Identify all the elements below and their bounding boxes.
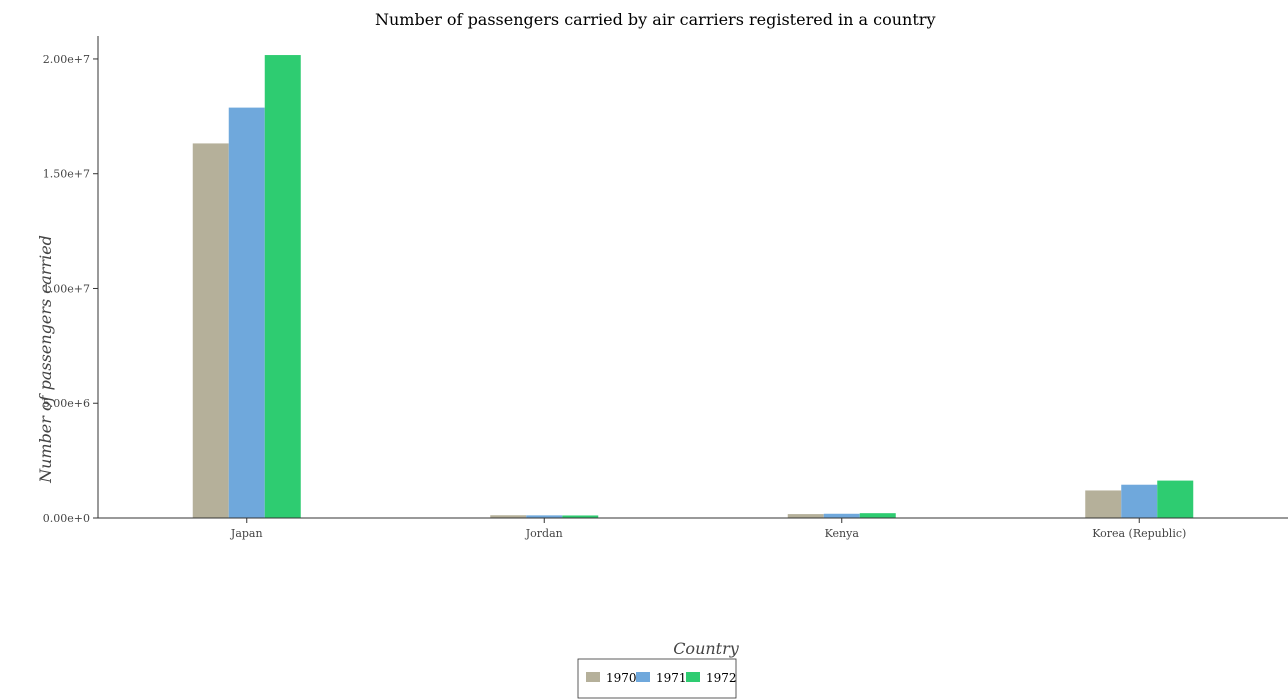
legend-swatch xyxy=(686,672,700,682)
bar-1970-jordan xyxy=(490,515,527,518)
legend-label: 1972 xyxy=(706,671,737,685)
x-tick-label: Korea (Republic) xyxy=(1092,527,1186,540)
legend-label: 1971 xyxy=(656,671,687,685)
x-axis-label: Country xyxy=(673,639,740,658)
bar-1970-kenya xyxy=(787,514,824,518)
bar-1971-kenya xyxy=(823,513,860,518)
x-tick-label: Kenya xyxy=(825,527,860,540)
chart-title: Number of passengers carried by air carr… xyxy=(375,10,935,29)
bar-1972-jordan xyxy=(562,515,599,518)
bar-1971-korea-republic- xyxy=(1121,484,1158,518)
bar-1970-korea-republic- xyxy=(1085,490,1122,518)
y-axis-label: Number of passengers carried xyxy=(36,235,55,484)
y-tick-label: 1.50e+7 xyxy=(43,168,90,181)
bar-1972-kenya xyxy=(859,513,896,518)
legend-label: 1970 xyxy=(606,671,637,685)
legend-swatch xyxy=(636,672,650,682)
x-tick-label: Jordan xyxy=(525,527,563,540)
y-tick-label: 1.00e+7 xyxy=(43,282,90,295)
legend: 1970 1971 1972 xyxy=(577,658,737,699)
bars xyxy=(192,55,1194,519)
legend-box xyxy=(577,658,737,699)
legend-swatch xyxy=(586,672,600,682)
x-axis-ticks: Japan Jordan Kenya Korea (Republic) xyxy=(230,518,1186,540)
y-axis-ticks: 0.00e+0 5.00e+6 1.00e+7 1.50e+7 2.00e+7 xyxy=(43,53,98,525)
bar-1971-jordan xyxy=(526,515,563,518)
y-tick-label: 2.00e+7 xyxy=(43,53,90,66)
bar-1971-japan xyxy=(228,107,265,519)
bar-1972-japan xyxy=(264,55,301,518)
bar-1972-korea-republic- xyxy=(1157,480,1194,518)
bar-1970-japan xyxy=(192,143,229,518)
y-tick-label: 0.00e+0 xyxy=(43,512,90,525)
y-tick-label: 5.00e+6 xyxy=(43,397,90,410)
x-tick-label: Japan xyxy=(230,527,263,540)
